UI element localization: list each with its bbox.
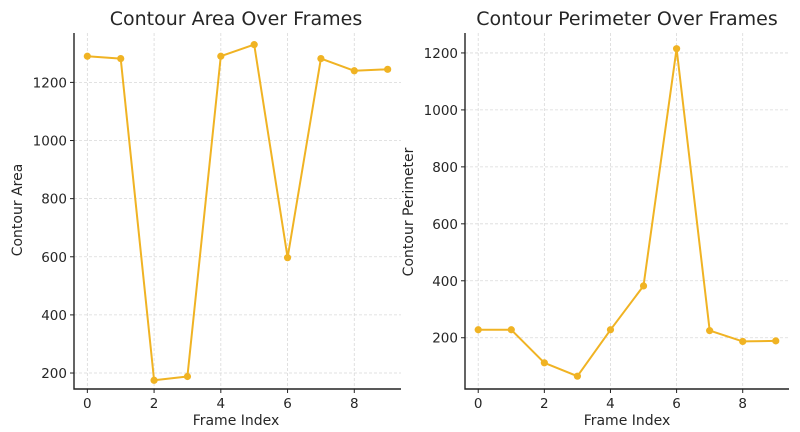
perimeter-data-point (672, 45, 681, 53)
area-y-tick-label: 200 (41, 366, 67, 382)
perimeter-data-point (639, 282, 648, 290)
perimeter-x-tick-label: 6 (672, 396, 681, 412)
perimeter-series-line (478, 47, 776, 378)
perimeter-chart: Contour Perimeter Over Frames Frame Inde… (401, 8, 789, 429)
area-data-point (217, 52, 225, 60)
area-y-tick-label: 1000 (33, 134, 67, 150)
area-data-point (183, 372, 192, 381)
perimeter-x-tick-label: 8 (738, 396, 747, 412)
perimeter-y-tick-label: 400 (432, 274, 458, 290)
perimeter-x-tick-label: 2 (540, 396, 549, 412)
perimeter-data-point (772, 337, 780, 345)
area-data-point (384, 65, 392, 73)
perimeter-axes (464, 33, 789, 390)
area-axes (73, 33, 401, 390)
area-x-tick-label: 4 (217, 396, 226, 412)
area-x-tick-label: 6 (283, 396, 292, 412)
area-x-tick-label: 8 (350, 396, 359, 412)
perimeter-y-tick-label: 1200 (424, 46, 458, 62)
perimeter-x-tick-label: 4 (606, 396, 615, 412)
area-series-line (87, 43, 388, 382)
perimeter-y-tick-label: 200 (432, 331, 458, 347)
area-x-tick-label: 2 (150, 396, 159, 412)
area-chart-title: Contour Area Over Frames (110, 8, 363, 30)
area-y-tick-label: 800 (41, 192, 67, 208)
area-chart-ylabel: Contour Area (10, 164, 26, 257)
area-x-tick-label: 0 (83, 396, 92, 412)
perimeter-data-point (573, 372, 582, 380)
area-y-tick-label: 600 (41, 250, 67, 266)
area-y-tick-label: 400 (41, 308, 67, 324)
area-data-point (117, 54, 125, 63)
perimeter-y-tick-label: 1000 (424, 103, 458, 119)
perimeter-data-point (474, 326, 482, 334)
perimeter-chart-xlabel: Frame Index (584, 413, 671, 429)
perimeter-x-tick-label: 0 (474, 396, 483, 412)
perimeter-data-point (706, 327, 714, 335)
perimeter-chart-plot: 0 2 4 6 8 200 400 600 800 1000 1200 (424, 33, 789, 412)
perimeter-y-tick-label: 800 (432, 160, 458, 176)
area-data-point (350, 67, 358, 75)
perimeter-data-point (540, 359, 548, 367)
area-data-point (150, 376, 158, 384)
perimeter-data-point (606, 326, 615, 334)
perimeter-data-point (507, 326, 515, 334)
perimeter-y-tick-label: 600 (432, 217, 458, 233)
area-chart-xlabel: Frame Index (193, 413, 280, 429)
area-data-point (283, 254, 292, 262)
area-data-point (83, 52, 91, 60)
area-chart-plot: 0 2 4 6 8 200 400 600 800 1000 1200 (33, 33, 401, 412)
perimeter-chart-ylabel: Contour Perimeter (401, 147, 417, 276)
area-data-point (250, 41, 258, 49)
area-y-tick-label: 1200 (33, 75, 67, 91)
perimeter-data-point (739, 337, 747, 346)
area-chart: Contour Area Over Frames Frame Index Con… (10, 8, 401, 429)
area-data-point (317, 54, 325, 63)
perimeter-chart-title: Contour Perimeter Over Frames (476, 8, 778, 30)
